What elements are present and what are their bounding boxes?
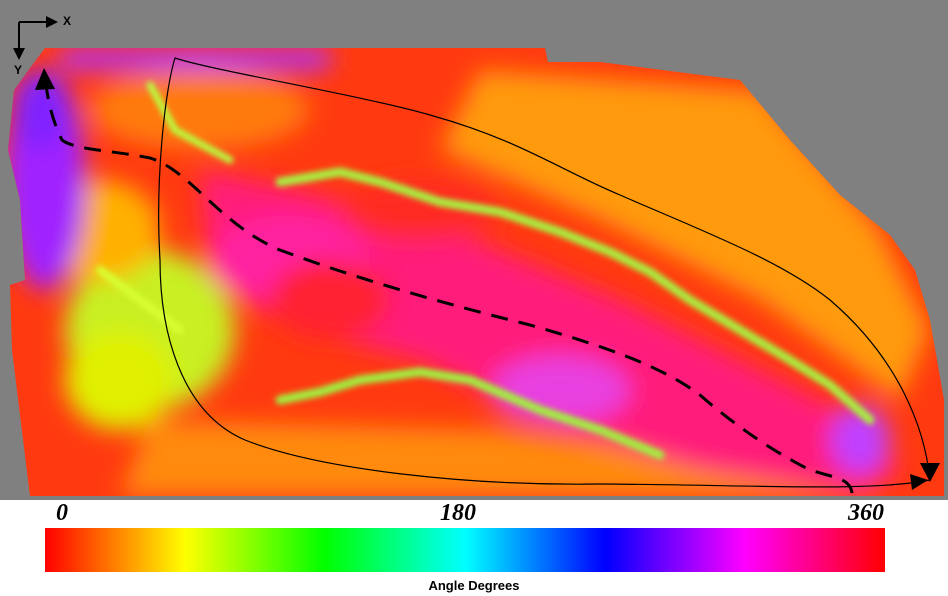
colorbar-tick-max: 360: [848, 500, 884, 526]
y-axis-label: Y: [14, 63, 22, 77]
solid-loop-arrowhead-bottom: [910, 474, 928, 490]
colorbar: [45, 528, 885, 572]
x-axis-label: X: [63, 14, 71, 28]
colorbar-tick-min: 0: [56, 500, 68, 526]
dashed-path: [44, 84, 854, 494]
solid-loop-path: [158, 57, 931, 488]
colorbar-tick-mid: 180: [440, 500, 476, 526]
colorbar-label: Angle Degrees: [428, 578, 520, 593]
solid-loop-arrowhead: [920, 463, 940, 482]
axis-indicator: X Y: [13, 14, 71, 77]
angle-map: X Y: [0, 0, 948, 500]
dashed-path-arrowhead: [35, 68, 55, 90]
